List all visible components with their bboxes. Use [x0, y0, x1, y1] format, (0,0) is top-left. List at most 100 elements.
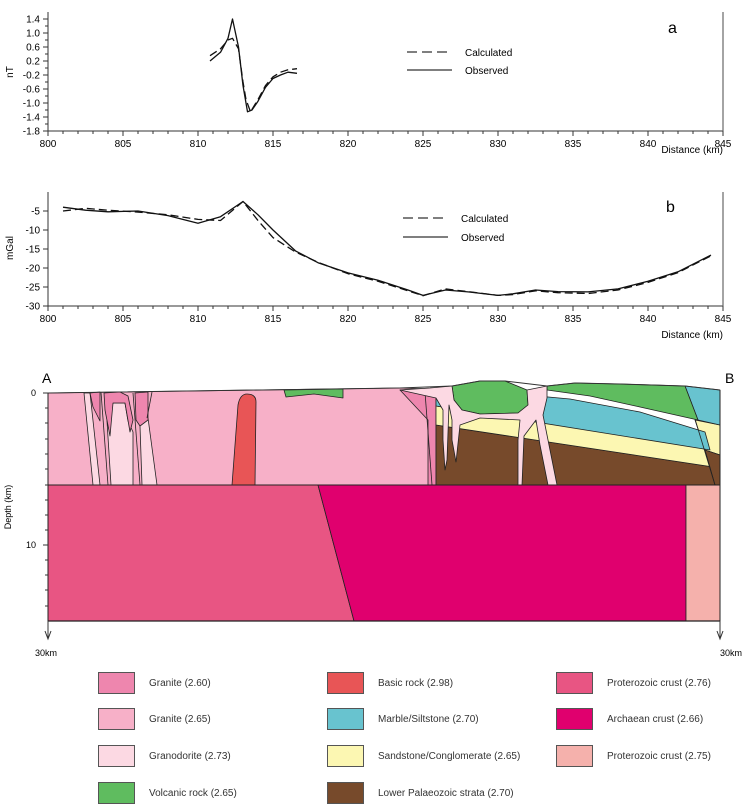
unit-granodorite-dykes [399, 385, 558, 486]
series-calculated [62, 200, 712, 297]
y-axis-label: nT [5, 66, 16, 78]
gravity-profile-chart: -5 -10 -15 -20 -25 -30 800 805 810 815 820 825 830 8… [5, 192, 732, 341]
legend-label: Basic rock (2.98) [378, 677, 454, 689]
y-tick-label: -1.8 [23, 127, 41, 138]
legend-item: Proterozoic crust (2.76) [556, 672, 711, 694]
y-tick-label: 0.2 [26, 57, 40, 68]
series-observed [62, 200, 712, 297]
bottom-depth-label-right: 30km [720, 648, 742, 658]
legend-swatch [327, 782, 364, 804]
legend-item: Granite (2.65) [98, 708, 211, 730]
y-tick-label: -20 [26, 264, 41, 275]
legend-item: Proterozoic crust (2.75) [556, 745, 711, 767]
legend-swatch [327, 708, 364, 730]
legend-label: Volcanic rock (2.65) [149, 787, 237, 799]
y-tick-label: -25 [26, 283, 41, 294]
section-start-label: A [42, 370, 52, 386]
depth-tick-label-0: 0 [31, 388, 36, 398]
x-tick-label: 815 [265, 314, 282, 325]
legend-swatch [98, 708, 135, 730]
legend-swatch [556, 745, 593, 767]
intrusion-boundary [132, 392, 141, 486]
unit-basic-rock [231, 393, 257, 486]
legend-item: Granite (2.60) [98, 672, 211, 694]
legend-label: Lower Palaeozoic strata (2.70) [378, 787, 514, 799]
rock-unit-legend: Granite (2.60) Granite (2.65) Granodorite … [0, 660, 750, 809]
unit-volcanic-rock-large [451, 380, 529, 415]
section-end-label: B [725, 370, 734, 386]
depth-tick-label-10: 10 [26, 540, 36, 550]
x-tick-label: 820 [340, 139, 357, 150]
legend: Calculated Observed [407, 48, 512, 77]
legend-label-calculated: Calculated [461, 214, 508, 225]
panel-label: a [668, 20, 677, 37]
legend-item: Granodorite (2.73) [98, 745, 231, 767]
y-tick-label: -30 [26, 302, 41, 313]
y-axis-label: mGal [5, 236, 16, 260]
x-tick-label: 840 [640, 314, 657, 325]
x-tick-label: 805 [115, 314, 132, 325]
unit-granite-260-3 [134, 391, 149, 427]
legend-label: Granite (2.60) [149, 677, 211, 689]
y-tick-label: 1.0 [26, 29, 40, 40]
legend-swatch [98, 672, 135, 694]
x-tick-label: 800 [40, 139, 57, 150]
y-tick-label: -15 [26, 245, 41, 256]
y-tick-label: -10 [26, 226, 41, 237]
legend: Calculated Observed [403, 214, 508, 244]
legend-label: Granodorite (2.73) [149, 750, 231, 762]
legend-item: Basic rock (2.98) [327, 672, 453, 694]
legend-label-observed: Observed [461, 233, 504, 244]
x-tick-label: 825 [415, 139, 432, 150]
legend-item: Volcanic rock (2.65) [98, 782, 237, 804]
legend-swatch [98, 782, 135, 804]
legend-label: Sandstone/Conglomerate (2.65) [378, 750, 521, 762]
y-tick-label: 0.6 [26, 43, 40, 54]
y-tick-label: -1.0 [23, 99, 41, 110]
legend-item: Sandstone/Conglomerate (2.65) [327, 745, 520, 767]
x-tick-label: 845 [715, 139, 732, 150]
x-tick-label: 810 [190, 139, 207, 150]
x-tick-label: 840 [640, 139, 657, 150]
magnetic-profile-chart: 1.4 1.0 0.6 0.2 -0.2 -0.6 -1.0 -1.4 -1.8 800 805 8… [5, 12, 732, 156]
x-tick-label: 845 [715, 314, 732, 325]
intrusion-boundary [146, 391, 153, 419]
left-arrow-head-icon [44, 630, 52, 641]
unit-proterozoic-crust-276 [47, 484, 355, 622]
x-tick-label: 820 [340, 314, 357, 325]
legend-swatch [327, 745, 364, 767]
intrusion-boundary [424, 391, 433, 486]
series-observed [209, 18, 298, 113]
legend-label-calculated: Calculated [465, 48, 512, 59]
y-tick-label: -5 [31, 207, 40, 218]
y-tick-label: -1.4 [23, 113, 41, 124]
x-tick-label: 830 [490, 314, 507, 325]
series-calculated [209, 37, 298, 113]
x-tick-label: 835 [565, 314, 582, 325]
x-tick-label: 810 [190, 314, 207, 325]
bottom-depth-label-left: 30km [35, 648, 57, 658]
legend-swatch [556, 672, 593, 694]
y-tick-label: -0.2 [23, 71, 41, 82]
right-arrow-head-icon [716, 630, 724, 641]
x-axis-label: Distance (km) [661, 330, 723, 341]
legend-label: Marble/Siltstone (2.70) [378, 713, 479, 725]
x-tick-label: 830 [490, 139, 507, 150]
x-tick-label: 815 [265, 139, 282, 150]
x-axis-label: Distance (km) [661, 145, 723, 156]
legend-item: Archaean crust (2.66) [556, 708, 703, 730]
y-tick-label: -0.6 [23, 85, 41, 96]
depth-axis-label: Depth (km) [3, 485, 13, 530]
geological-cross-section [47, 380, 721, 622]
x-tick-label: 835 [565, 139, 582, 150]
legend-swatch [327, 672, 364, 694]
legend-label: Proterozoic crust (2.76) [607, 677, 711, 689]
x-tick-label: 825 [415, 314, 432, 325]
intrusion-boundary [100, 391, 109, 486]
legend-label-observed: Observed [465, 66, 508, 77]
legend-item: Marble/Siltstone (2.70) [327, 708, 479, 730]
legend-label: Proterozoic crust (2.75) [607, 750, 711, 762]
y-tick-label: 1.4 [26, 15, 40, 26]
unit-granite-260-2 [103, 391, 134, 437]
depth-axis [43, 392, 724, 641]
